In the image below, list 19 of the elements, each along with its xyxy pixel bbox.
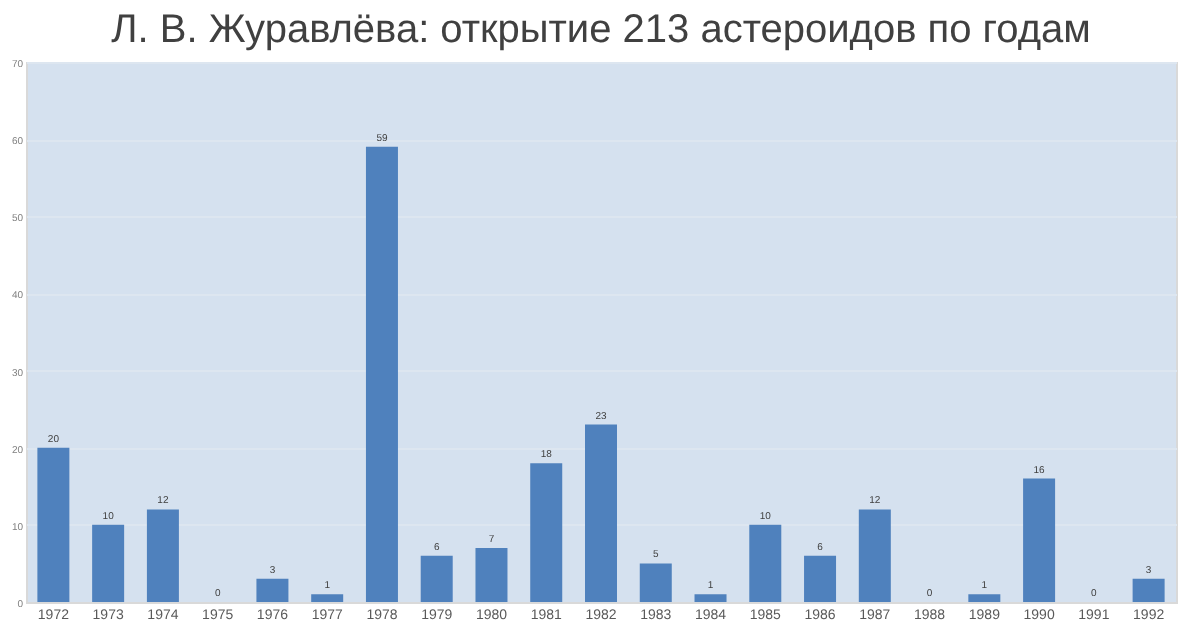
bar: [1023, 478, 1056, 602]
bar: [146, 509, 179, 602]
bar: [365, 146, 398, 602]
bar: [639, 563, 672, 602]
chart-title: Л. В. Журавлёва: открытие 213 астероидов по годам: [111, 8, 1091, 52]
bar: [1132, 578, 1165, 602]
bar: [858, 509, 891, 602]
bar: [694, 594, 727, 602]
bar: [311, 594, 344, 602]
bar: [37, 447, 70, 602]
bar: [530, 463, 563, 602]
bar: [749, 524, 782, 602]
bar: [475, 548, 508, 602]
bar: [804, 555, 837, 602]
bar: [92, 524, 125, 602]
bar: [420, 555, 453, 602]
bar: [585, 424, 617, 602]
bar: [256, 578, 289, 602]
bar: [968, 594, 1001, 602]
